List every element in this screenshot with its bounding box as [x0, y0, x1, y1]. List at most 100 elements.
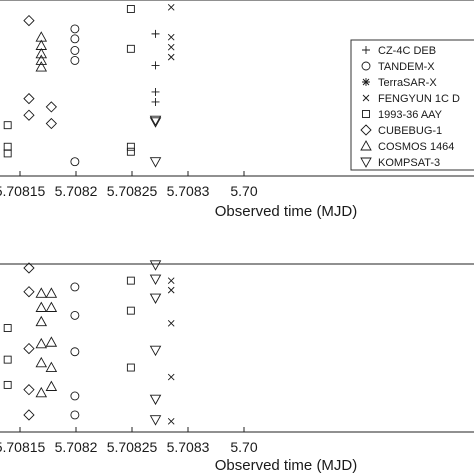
x-tick-label: 5.70 — [230, 183, 257, 199]
data-point — [45, 101, 57, 113]
data-point — [45, 301, 58, 312]
data-point — [35, 301, 48, 312]
legend: CZ-4C DEB TANDEM-X TerraSAR-X FENGYUN 1C D 1… — [350, 39, 474, 171]
data-point — [70, 347, 80, 357]
legend-marker — [362, 78, 370, 86]
data-point — [149, 415, 162, 426]
x-axis-label-bottom: Observed time (MJD) — [215, 457, 358, 474]
data-point — [23, 109, 35, 121]
data-point — [126, 147, 135, 156]
data-point — [70, 157, 80, 167]
data-point — [70, 34, 80, 44]
data-point — [23, 14, 35, 27]
data-point — [3, 355, 12, 364]
legend-label: TANDEM-X — [378, 61, 435, 73]
data-point — [35, 287, 48, 298]
data-point — [126, 44, 135, 53]
data-point — [23, 409, 35, 421]
data-point — [23, 384, 35, 396]
data-points-bottom — [3, 260, 175, 426]
data-point — [45, 117, 57, 130]
data-point — [45, 336, 58, 347]
data-point — [45, 380, 58, 391]
x-tick-label: 5.70825 — [107, 183, 158, 199]
x-tick-label: 5.70825 — [107, 439, 158, 455]
data-point — [3, 149, 12, 158]
x-tick-label: 5.70 — [230, 439, 257, 455]
data-point — [35, 386, 48, 398]
data-point — [70, 24, 80, 34]
data-point — [3, 142, 12, 151]
data-point — [70, 46, 80, 55]
data-point — [149, 293, 162, 304]
x-axis-label-top: Observed time (MJD) — [215, 203, 358, 220]
data-point — [167, 43, 175, 51]
data-point — [167, 417, 175, 425]
data-point — [151, 87, 160, 96]
x-tick-label: 5.7082 — [55, 439, 98, 455]
chart-top: 5.70815 5.7082 5.70825 5.7083 5.70 CZ-4C DEB… — [0, 0, 474, 220]
legend-marker — [362, 94, 370, 102]
data-point — [45, 287, 58, 298]
data-point — [167, 53, 175, 61]
data-point — [23, 286, 35, 298]
data-point — [70, 310, 80, 320]
data-point — [35, 337, 48, 349]
data-point — [149, 117, 162, 128]
legend-label: FENGYUN 1C D — [378, 93, 460, 105]
data-point — [35, 315, 48, 327]
data-points-top — [3, 4, 175, 168]
data-point — [167, 373, 175, 381]
legend-label: 1993-36 AAY — [378, 109, 443, 121]
legend-entries: CZ-4C DEB TANDEM-X TerraSAR-X FENGYUN 1C D 1… — [360, 45, 460, 169]
data-point — [70, 55, 80, 65]
legend-label: TerraSAR-X — [378, 77, 437, 89]
data-point — [35, 61, 48, 72]
legend-marker — [360, 157, 372, 168]
data-point — [151, 61, 160, 70]
data-point — [23, 92, 35, 105]
data-point — [70, 410, 80, 420]
data-point — [35, 54, 48, 65]
legend-label: CZ-4C DEB — [378, 45, 436, 57]
data-point — [3, 324, 12, 332]
data-point — [3, 121, 12, 130]
legend-box — [350, 39, 474, 171]
plot-frame-top — [0, 0, 474, 177]
data-point — [149, 274, 162, 285]
legend-marker — [362, 110, 370, 118]
x-tick-label: 5.7083 — [167, 183, 210, 199]
data-point — [167, 286, 175, 294]
chart-bottom: 5.70815 5.7082 5.70825 5.7083 5.70 Observed … — [0, 260, 474, 474]
x-tick-label: 5.7083 — [167, 439, 210, 455]
legend-marker — [361, 61, 371, 71]
data-point — [126, 142, 135, 151]
data-point — [70, 282, 80, 292]
x-ticks-bottom: 5.70815 5.7082 5.70825 5.7083 5.70 — [0, 427, 258, 455]
data-point — [45, 361, 58, 372]
data-point — [149, 260, 162, 271]
legend-label: CUBEBUG-1 — [378, 125, 442, 137]
legend-label: COSMOS 1464 — [378, 141, 454, 153]
legend-marker — [360, 124, 372, 136]
data-point — [23, 342, 35, 355]
data-point — [70, 391, 80, 401]
legend-marker — [362, 46, 370, 54]
plot-frame-bottom — [0, 263, 474, 433]
data-point — [126, 5, 135, 13]
data-point — [151, 97, 160, 106]
data-point — [23, 262, 35, 274]
data-point — [149, 345, 162, 357]
data-point — [35, 356, 48, 368]
x-ticks-top: 5.70815 5.7082 5.70825 5.7083 5.70 — [0, 171, 258, 199]
data-point — [3, 380, 12, 389]
data-point — [167, 319, 175, 327]
data-point — [149, 157, 162, 168]
data-point — [149, 394, 162, 406]
x-tick-label: 5.70815 — [0, 183, 46, 199]
legend-label: KOMPSAT-3 — [378, 157, 440, 169]
data-point — [126, 276, 135, 285]
data-point — [151, 29, 160, 38]
data-point — [167, 277, 175, 284]
